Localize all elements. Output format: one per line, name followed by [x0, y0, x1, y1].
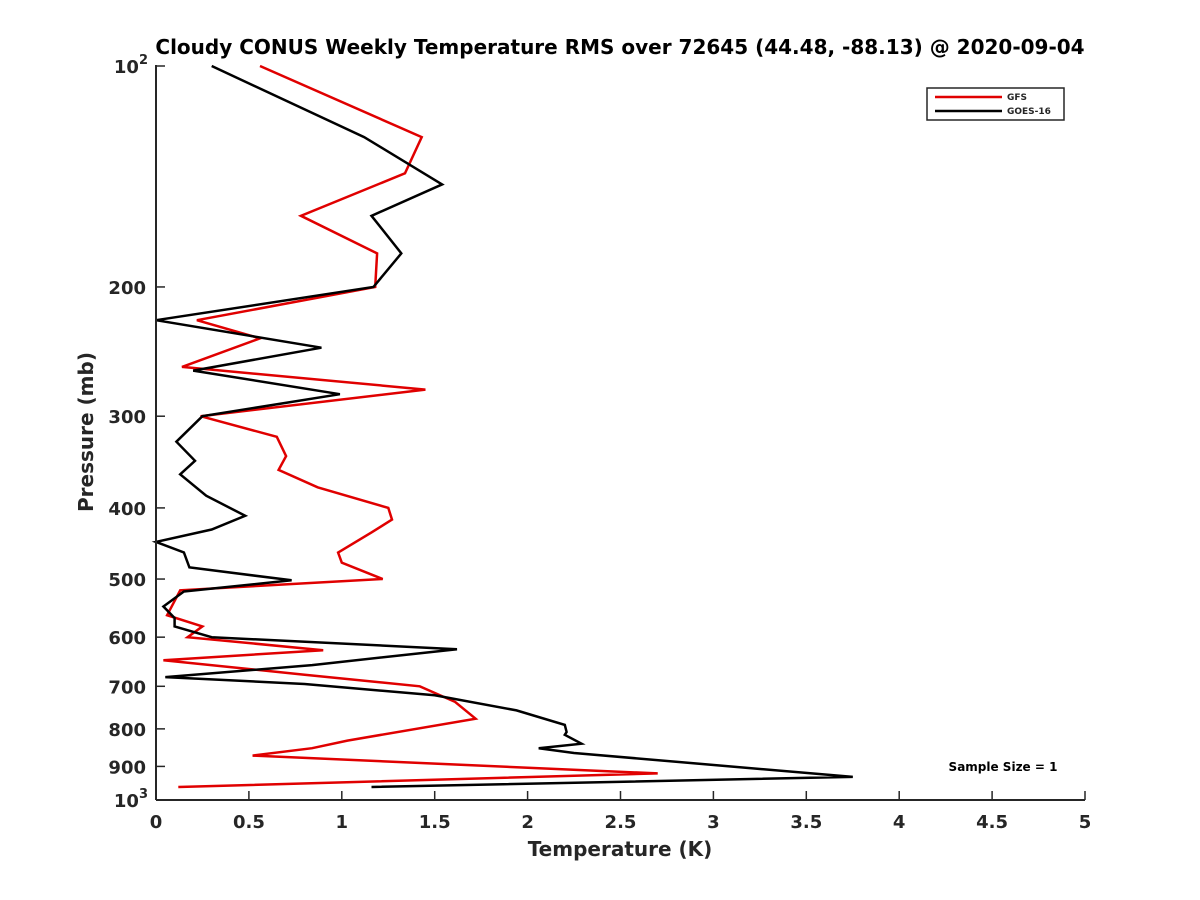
y-tick-label: 900	[108, 757, 146, 778]
y-tick-label: 400	[108, 499, 146, 520]
x-axis-label: Temperature (K)	[528, 837, 713, 861]
x-tick-label: 1	[336, 812, 349, 833]
x-tick-label: 0.5	[233, 812, 265, 833]
x-tick-label: 1.5	[419, 812, 451, 833]
chart-legend: GFS GOES-16	[926, 87, 1065, 121]
y-tick-label: 700	[108, 677, 146, 698]
x-tick-label: 0	[150, 812, 163, 833]
sample-size-annotation: Sample Size = 1	[949, 760, 1058, 774]
x-axis-ticks: 0 0.5 1 1.5 2 2.5 3 3.5 4 4.5 5	[150, 791, 1092, 833]
chart-title: Cloudy CONUS Weekly Temperature RMS over…	[155, 35, 1084, 59]
legend-box	[926, 87, 1065, 121]
x-tick-label: 2	[521, 812, 534, 833]
y-tick-label: 200	[108, 278, 146, 299]
legend-label-goes16: GOES-16	[1007, 107, 1051, 117]
plot-area	[151, 64, 853, 789]
x-tick-label: 4.5	[976, 812, 1008, 833]
x-tick-label: 5	[1079, 812, 1092, 833]
y-axis-label: Pressure (mb)	[74, 352, 98, 512]
legend-label-gfs: GFS	[1007, 93, 1027, 103]
y-tick-label: 600	[108, 628, 146, 649]
y-tick-label: 300	[108, 407, 146, 428]
y-tick-label-max: 103	[114, 787, 148, 812]
series-line-goes16	[151, 64, 853, 789]
x-tick-label: 3	[707, 812, 720, 833]
series-line-gfs	[163, 64, 658, 789]
y-axis-ticks: 200 300 400 500 600 700 800 900 102 103	[108, 53, 165, 812]
x-tick-label: 3.5	[790, 812, 822, 833]
x-tick-label: 4	[893, 812, 906, 833]
x-tick-label: 2.5	[605, 812, 637, 833]
y-tick-label: 800	[108, 720, 146, 741]
y-tick-label: 500	[108, 570, 146, 591]
y-tick-label-min: 102	[114, 53, 148, 78]
